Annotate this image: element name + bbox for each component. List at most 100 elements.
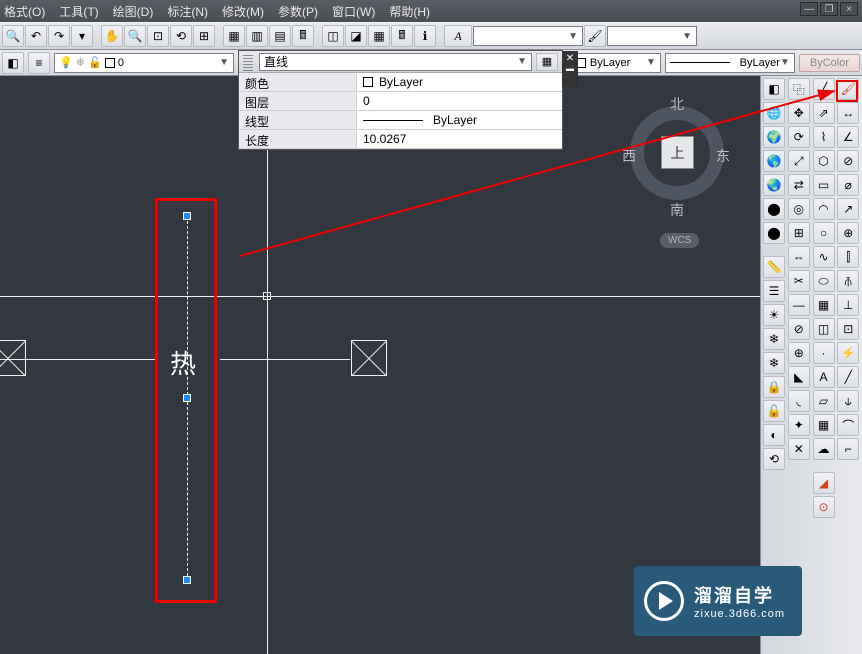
menu-tools[interactable]: 工具(T) (59, 3, 98, 20)
zoom-window-icon[interactable]: ⊡ (147, 25, 169, 47)
menu-help[interactable]: 帮助(H) (389, 3, 430, 20)
fillet-icon[interactable]: ◟ (788, 390, 810, 412)
menu-format[interactable]: 格式(O) (4, 3, 45, 20)
trim-icon[interactable]: ✂ (788, 270, 810, 292)
rect-icon[interactable]: ▭ (813, 174, 835, 196)
prop-row-color[interactable]: 颜色 ByLayer (239, 73, 562, 92)
move-icon[interactable]: ✥ (788, 102, 810, 124)
zoom-extents-icon[interactable]: ⊞ (193, 25, 215, 47)
join-icon[interactable]: ⊕ (788, 342, 810, 364)
close-button[interactable]: × (840, 2, 858, 16)
search-icon[interactable]: 🔍 (2, 25, 24, 47)
dropdown-icon[interactable]: ▾ (71, 25, 93, 47)
zoom-prev-icon[interactable]: ⟲ (170, 25, 192, 47)
explode-icon[interactable]: ✦ (788, 414, 810, 436)
world-icon[interactable]: 🌎 (763, 150, 785, 172)
block-icon[interactable]: ◫ (322, 25, 344, 47)
layer-states-icon[interactable]: ≡ (28, 52, 50, 74)
ordinate-icon[interactable]: ⊥ (837, 294, 859, 316)
quick-icon[interactable]: ⚡ (837, 342, 859, 364)
minimize-button[interactable]: — (800, 2, 818, 16)
textstyle-icon[interactable]: A (444, 25, 472, 47)
hatch-icon[interactable]: ▦ (813, 294, 835, 316)
chamfer-icon[interactable]: ◣ (788, 366, 810, 388)
block2-icon[interactable]: ◪ (345, 25, 367, 47)
zoom-realtime-icon[interactable]: 🔍 (124, 25, 146, 47)
erase-icon[interactable]: ✕ (788, 438, 810, 460)
quickselect-icon[interactable]: ▦ (536, 53, 558, 71)
calc-icon[interactable]: 🖩 (292, 25, 314, 47)
restore-button[interactable]: ❐ (820, 2, 838, 16)
angle-icon[interactable]: ∠ (837, 126, 859, 148)
text-icon[interactable]: A (813, 366, 835, 388)
menu-modify[interactable]: 修改(M) (222, 3, 264, 20)
center-icon[interactable]: ⊕ (837, 222, 859, 244)
layer-iso-icon[interactable]: ◧ (763, 78, 785, 100)
offset-icon[interactable]: ◎ (788, 198, 810, 220)
properties-close[interactable]: ✕▬ (562, 51, 578, 87)
arc2-icon[interactable]: ⌒ (837, 414, 859, 436)
red-tool-icon[interactable]: ◢ (813, 472, 835, 494)
copy-entity-icon[interactable]: ⿻ (788, 78, 810, 100)
leader-icon[interactable]: ↗ (837, 198, 859, 220)
continue-icon[interactable]: ⫚ (837, 270, 859, 292)
revcloud-icon[interactable]: ☁ (813, 438, 835, 460)
snap-icon[interactable]: ⊙ (813, 496, 835, 518)
globe-icon[interactable]: 🌐 (763, 102, 785, 124)
rotate-icon[interactable]: ⟳ (788, 126, 810, 148)
unlock-icon[interactable]: 🔓 (763, 400, 785, 422)
dia-icon[interactable]: ⌀ (837, 174, 859, 196)
prop-row-length[interactable]: 长度 10.0267 (239, 130, 562, 149)
measure-icon[interactable]: 📏 (763, 256, 785, 278)
sphere-icon[interactable]: ⬤ (763, 198, 785, 220)
align-icon[interactable]: ⫝ (837, 390, 859, 412)
table2-icon[interactable]: ▦ (813, 414, 835, 436)
polygon-icon[interactable]: ⬡ (813, 150, 835, 172)
menu-annotate[interactable]: 标注(N) (167, 3, 208, 20)
redo-icon[interactable]: ↷ (48, 25, 70, 47)
thaw-icon[interactable]: ❄ (763, 352, 785, 374)
panel-grip-icon[interactable] (243, 53, 253, 71)
properties-icon[interactable]: ▦ (223, 25, 245, 47)
region-icon[interactable]: ▱ (813, 390, 835, 412)
menu-params[interactable]: 参数(P) (278, 3, 318, 20)
ellipse-icon[interactable]: ⬭ (813, 270, 835, 292)
dim-icon[interactable]: ↔ (837, 102, 859, 124)
radius-icon[interactable]: ⊘ (837, 150, 859, 172)
textstyle-combo[interactable]: ▼ (473, 26, 583, 46)
prop-row-layer[interactable]: 图层 0 (239, 92, 562, 111)
quickcalc-icon[interactable]: 🖩 (391, 25, 413, 47)
ball-icon[interactable]: ⬤ (763, 222, 785, 244)
freeze-icon[interactable]: ❄ (763, 328, 785, 350)
menu-draw[interactable]: 绘图(D) (113, 3, 154, 20)
prop-row-linetype[interactable]: 线型 ByLayer (239, 111, 562, 130)
layerprev-icon[interactable]: ⟲ (763, 448, 785, 470)
circle-icon[interactable]: ○ (813, 222, 835, 244)
bycolor-button[interactable]: ByColor (799, 54, 860, 72)
linetype-combo[interactable]: ByLayer ▼ (665, 53, 795, 73)
arc-icon[interactable]: ◠ (813, 198, 835, 220)
brush-combo[interactable]: ▼ (607, 26, 697, 46)
block-insert-icon[interactable]: ◫ (813, 318, 835, 340)
line-icon[interactable]: ╱ (813, 78, 835, 100)
jog-icon[interactable]: ⌐ (837, 438, 859, 460)
break-icon[interactable]: ⊘ (788, 318, 810, 340)
scale-icon[interactable]: ⤢ (788, 150, 810, 172)
brush-icon[interactable]: 🖌 (584, 25, 606, 47)
toolpalette-icon[interactable]: ▤ (269, 25, 291, 47)
info-icon[interactable]: ℹ (414, 25, 436, 47)
tol-icon[interactable]: ⊡ (837, 318, 859, 340)
planet-icon[interactable]: 🌏 (763, 174, 785, 196)
lock-icon[interactable]: 🔒 (763, 376, 785, 398)
spline-icon[interactable]: ∿ (813, 246, 835, 268)
sun-icon[interactable]: ☀ (763, 304, 785, 326)
layer-prop-icon[interactable]: ◧ (2, 52, 24, 74)
properties-object-combo[interactable]: 直线 ▼ (259, 53, 532, 71)
xline-icon[interactable]: ⇗ (813, 102, 835, 124)
earth-icon[interactable]: 🌍 (763, 126, 785, 148)
stretch-icon[interactable]: ⇔ (788, 246, 810, 268)
pan-icon[interactable]: ✋ (101, 25, 123, 47)
layers-icon[interactable]: ☰ (763, 280, 785, 302)
pline-icon[interactable]: ⌇ (813, 126, 835, 148)
array-icon[interactable]: ⊞ (788, 222, 810, 244)
